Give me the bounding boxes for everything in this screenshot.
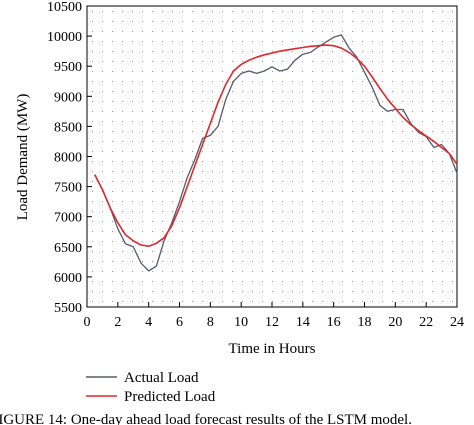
legend: Actual Load Predicted Load: [86, 370, 216, 405]
series-line-predicted-load: [93, 44, 458, 247]
x-tick-label: 10: [234, 315, 248, 330]
x-tick-label: 2: [114, 315, 121, 330]
legend-label-actual-load: Actual Load: [124, 370, 199, 386]
y-tick-label: 8500: [54, 120, 82, 135]
y-axis-title: Load Demand (MW): [15, 94, 31, 221]
x-tick-label: 8: [207, 315, 214, 330]
x-tick-label: 18: [358, 315, 372, 330]
axis-ticks: 0 2 4 6 8 10 12 14 16 18 20 22 245500600065007000750…: [47, 0, 464, 330]
series-line-actual-load: [94, 34, 458, 272]
y-tick-label: 10000: [47, 30, 82, 45]
y-tick-label: 6000: [54, 271, 82, 286]
x-axis-title: Time in Hours: [229, 341, 316, 357]
y-tick-label: 7000: [54, 211, 82, 226]
y-tick-label: 6500: [54, 241, 82, 256]
x-tick-label: 0: [84, 315, 91, 330]
x-tick-label: 22: [419, 315, 433, 330]
x-tick-label: 12: [265, 315, 279, 330]
y-tick-label: 7500: [54, 181, 82, 196]
y-tick-label: 5500: [54, 301, 82, 316]
x-tick-label: 14: [296, 315, 310, 330]
x-tick-label: 4: [145, 315, 152, 330]
legend-label-predicted-load: Predicted Load: [124, 389, 216, 405]
series-lines: [93, 34, 458, 272]
y-tick-label: 9500: [54, 60, 82, 75]
y-tick-label: 10500: [47, 0, 82, 15]
x-tick-label: 24: [450, 315, 464, 330]
x-tick-label: 20: [388, 315, 402, 330]
grid-dots: [92, 11, 453, 302]
x-tick-label: 16: [327, 315, 341, 330]
figure-caption: FIGURE 14: One-day ahead load forecast r…: [0, 412, 412, 425]
x-tick-label: 6: [176, 315, 183, 330]
y-tick-label: 9000: [54, 90, 82, 105]
y-tick-label: 8000: [54, 151, 82, 166]
grid: [92, 11, 453, 302]
